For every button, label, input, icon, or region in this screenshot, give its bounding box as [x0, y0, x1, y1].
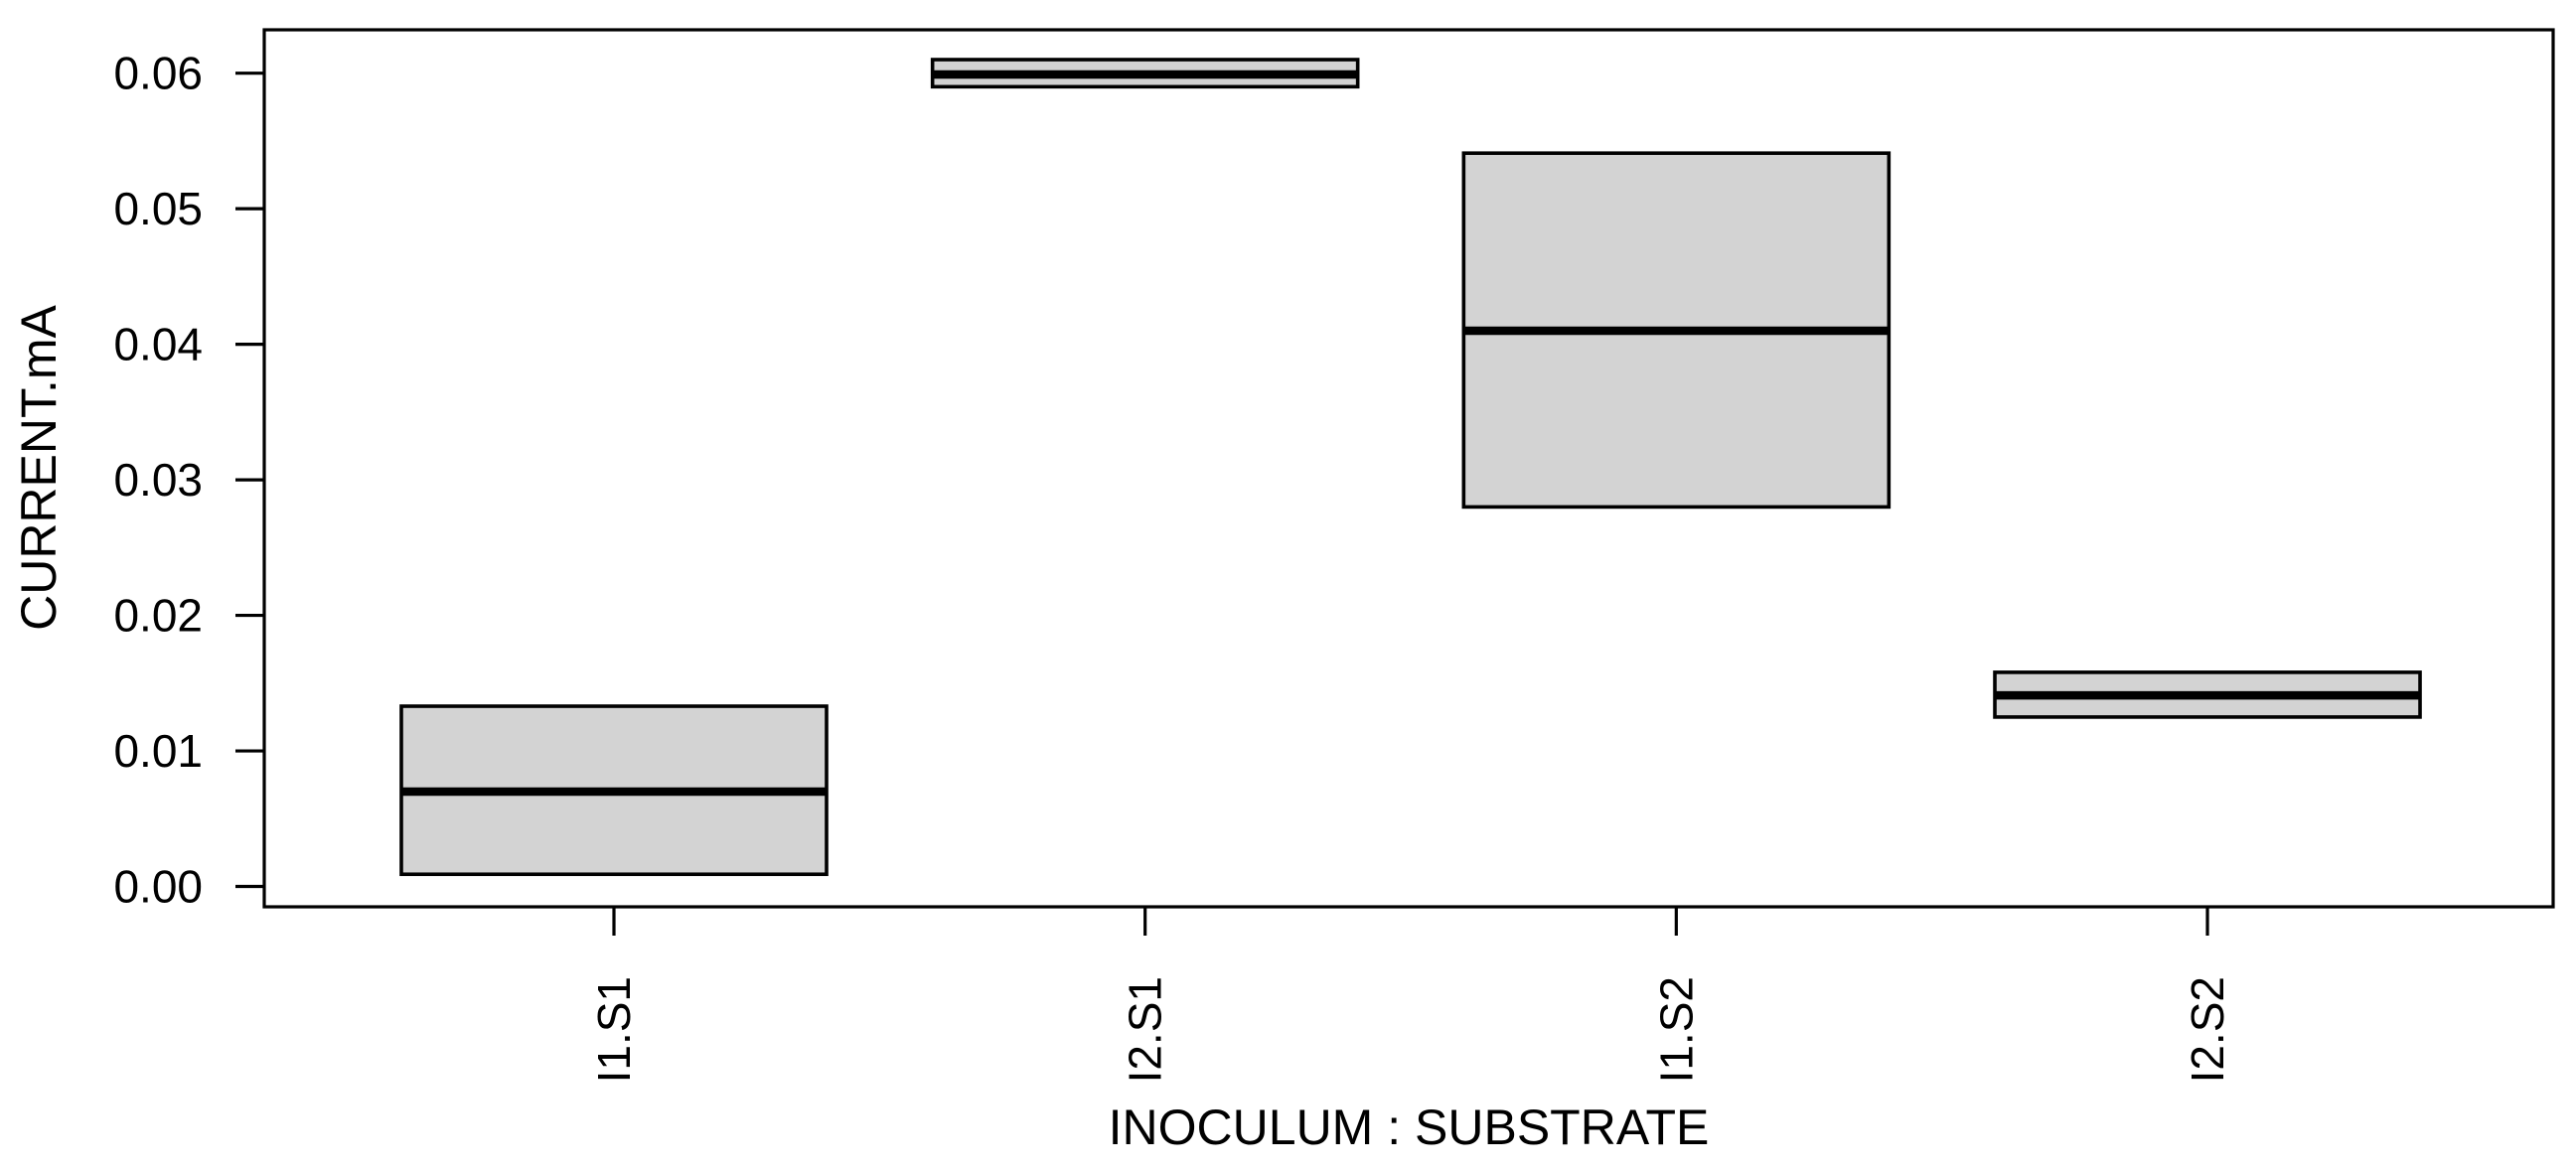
y-axis-title: CURRENT.mA: [11, 304, 67, 630]
plot-area: 0.00 0.01 0.02 0.03 0.04 0.05 0.06 I1.S1 I2.S1 I1…: [113, 28, 2555, 1083]
y-tick-label: 0.00: [113, 861, 203, 913]
plot-frame: [262, 28, 2555, 909]
y-tick-label: 0.02: [113, 590, 203, 642]
category-label: I1.S2: [1650, 976, 1702, 1083]
y-tick-label: 0.03: [113, 454, 203, 506]
category-label: I1.S1: [588, 976, 640, 1083]
category-label: I2.S1: [1120, 976, 1171, 1083]
y-tick-label: 0.05: [113, 183, 203, 234]
y-tick-label: 0.01: [113, 725, 203, 777]
y-tick-label: 0.04: [113, 319, 203, 370]
x-axis-title: INOCULUM : SUBSTRATE: [1109, 1099, 1710, 1155]
y-tick-label: 0.06: [113, 48, 203, 99]
category-label: I2.S2: [2182, 976, 2233, 1083]
